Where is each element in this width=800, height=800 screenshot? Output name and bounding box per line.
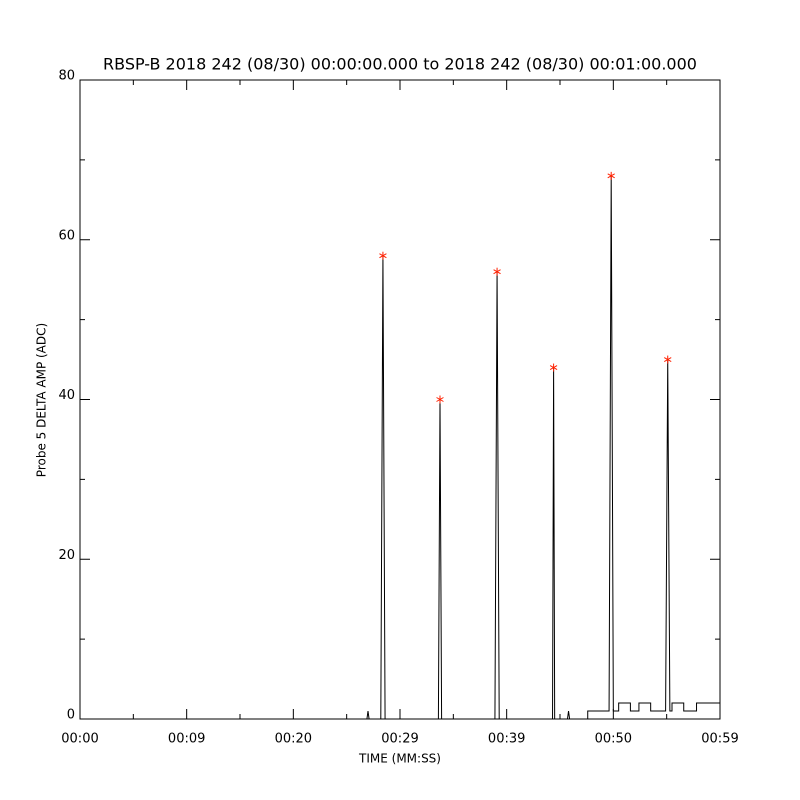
asterisk-stroke (607, 173, 615, 179)
y-tick-label: 0 (67, 708, 75, 723)
asterisk-stroke (379, 253, 387, 259)
asterisk-stroke (436, 397, 444, 402)
y-tick-label: 20 (58, 548, 75, 563)
data-line (80, 175, 720, 720)
peak-marker (607, 171, 615, 180)
x-tick-label: 00:59 (701, 732, 738, 747)
y-tick-label: 80 (58, 69, 75, 84)
x-axis-label: TIME (MM:SS) (358, 752, 441, 766)
asterisk-stroke (549, 365, 558, 370)
asterisk-stroke (664, 357, 672, 362)
x-tick-label: 00:09 (168, 732, 205, 747)
x-tick-label: 00:00 (61, 732, 98, 747)
peak-marker (493, 267, 501, 276)
x-tick-label: 00:50 (595, 732, 632, 747)
plot-frame (79, 79, 721, 720)
peak-marker (379, 251, 387, 260)
peak-marker (664, 355, 672, 364)
peak-marker (436, 395, 444, 404)
y-axis-label: Probe 5 DELTA AMP (ADC) (35, 323, 49, 477)
y-tick-label: 40 (58, 388, 75, 403)
x-tick-label: 00:29 (381, 732, 418, 747)
x-tick-label: 00:39 (488, 732, 525, 747)
chart-title: RBSP-B 2018 242 (08/30) 00:00:00.000 to … (103, 55, 697, 74)
asterisk-stroke (493, 269, 501, 275)
y-tick-label: 60 (58, 228, 75, 243)
x-tick-label: 00:20 (275, 732, 312, 747)
peak-marker (549, 363, 558, 372)
